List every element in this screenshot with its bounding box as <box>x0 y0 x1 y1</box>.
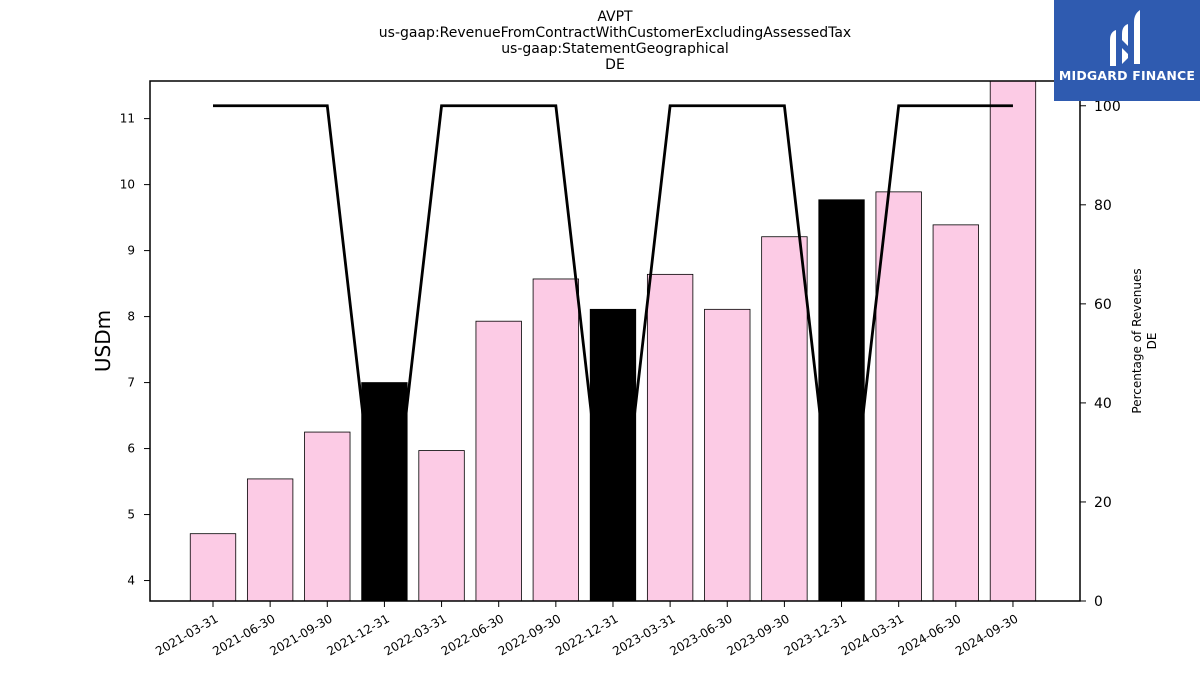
x-tick-label: 2024-09-30 <box>953 611 1020 658</box>
right-tick-label: 80 <box>1094 198 1112 214</box>
bar-2024-09-30 <box>989 80 1037 602</box>
x-tick-label: 2023-09-30 <box>724 611 791 658</box>
y-axis-label: USDm <box>91 310 115 372</box>
x-tick-label: 2023-06-30 <box>667 611 734 658</box>
right-axis-label: Percentage of Revenues DE <box>1130 268 1159 413</box>
y-tick-label: 5 <box>127 508 135 522</box>
midgard-finance-logo: MIDGARD FINANCE <box>1054 0 1200 101</box>
bar-2023-06-30 <box>704 308 751 602</box>
logo-text: MIDGARD FINANCE <box>1058 68 1196 83</box>
y-tick-label: 6 <box>127 442 135 456</box>
y-tick-label: 4 <box>127 574 135 588</box>
bar-2021-12-31 <box>361 382 408 602</box>
plot-frame <box>149 80 1081 602</box>
bar-2024-06-30 <box>932 224 979 602</box>
right-axis-label-line-2: DE <box>1145 333 1159 350</box>
bar-2021-03-31 <box>189 533 237 602</box>
midgard-logo-icon <box>1110 10 1140 66</box>
x-tick-label: 2021-09-30 <box>267 611 334 658</box>
bar-2022-09-30 <box>532 278 579 602</box>
bar-2024-03-31 <box>875 191 922 602</box>
title-line-2: us-gaap:RevenueFromContractWithCustomerE… <box>379 25 851 41</box>
x-tick-label: 2021-12-31 <box>325 611 392 658</box>
x-tick-label: 2023-12-31 <box>782 611 849 658</box>
x-tick-label: 2024-03-31 <box>839 611 906 658</box>
right-tick-label: 60 <box>1094 297 1112 313</box>
right-axis-label-line-1: Percentage of Revenues <box>1130 268 1144 413</box>
x-tick-label: 2022-03-31 <box>382 611 449 658</box>
y-tick-label: 10 <box>120 178 135 192</box>
title-line-1: AVPT <box>597 9 633 25</box>
bar-2022-12-31 <box>589 308 637 602</box>
bar-2023-09-30 <box>761 236 808 602</box>
right-tick-label: 40 <box>1094 396 1112 412</box>
x-axis: 2021-03-312021-06-302021-09-302021-12-31… <box>153 601 1020 658</box>
right-tick-label: 0 <box>1094 594 1103 610</box>
bar-2021-09-30 <box>304 431 351 602</box>
x-tick-label: 2024-06-30 <box>896 611 963 658</box>
y-tick-label: 7 <box>127 376 135 390</box>
x-tick-label: 2022-06-30 <box>439 611 506 658</box>
right-tick-label: 100 <box>1094 99 1121 115</box>
title-line-3: us-gaap:StatementGeographical <box>501 41 729 57</box>
bar-2022-03-31 <box>418 450 465 602</box>
y-tick-label: 11 <box>120 112 135 126</box>
x-tick-label: 2021-06-30 <box>210 611 277 658</box>
x-tick-label: 2023-03-31 <box>610 611 677 658</box>
y-tick-label: 8 <box>127 310 135 324</box>
y-tick-label: 9 <box>127 244 135 258</box>
bars-group <box>189 80 1037 602</box>
x-tick-label: 2021-03-31 <box>153 611 220 658</box>
right-axis: 0 20 40 60 80 100 <box>1080 99 1121 610</box>
chart-title: AVPT us-gaap:RevenueFromContractWithCust… <box>379 9 851 73</box>
left-axis: 4 5 6 7 8 9 10 11 <box>120 112 150 588</box>
bar-2021-06-30 <box>246 478 294 602</box>
bar-2022-06-30 <box>475 320 522 602</box>
x-tick-label: 2022-09-30 <box>496 611 563 658</box>
x-tick-label: 2022-12-31 <box>553 611 620 658</box>
title-line-4: DE <box>605 57 625 73</box>
bar-2023-03-31 <box>646 273 694 602</box>
bar-2023-12-31 <box>818 199 865 602</box>
right-tick-label: 20 <box>1094 495 1112 511</box>
